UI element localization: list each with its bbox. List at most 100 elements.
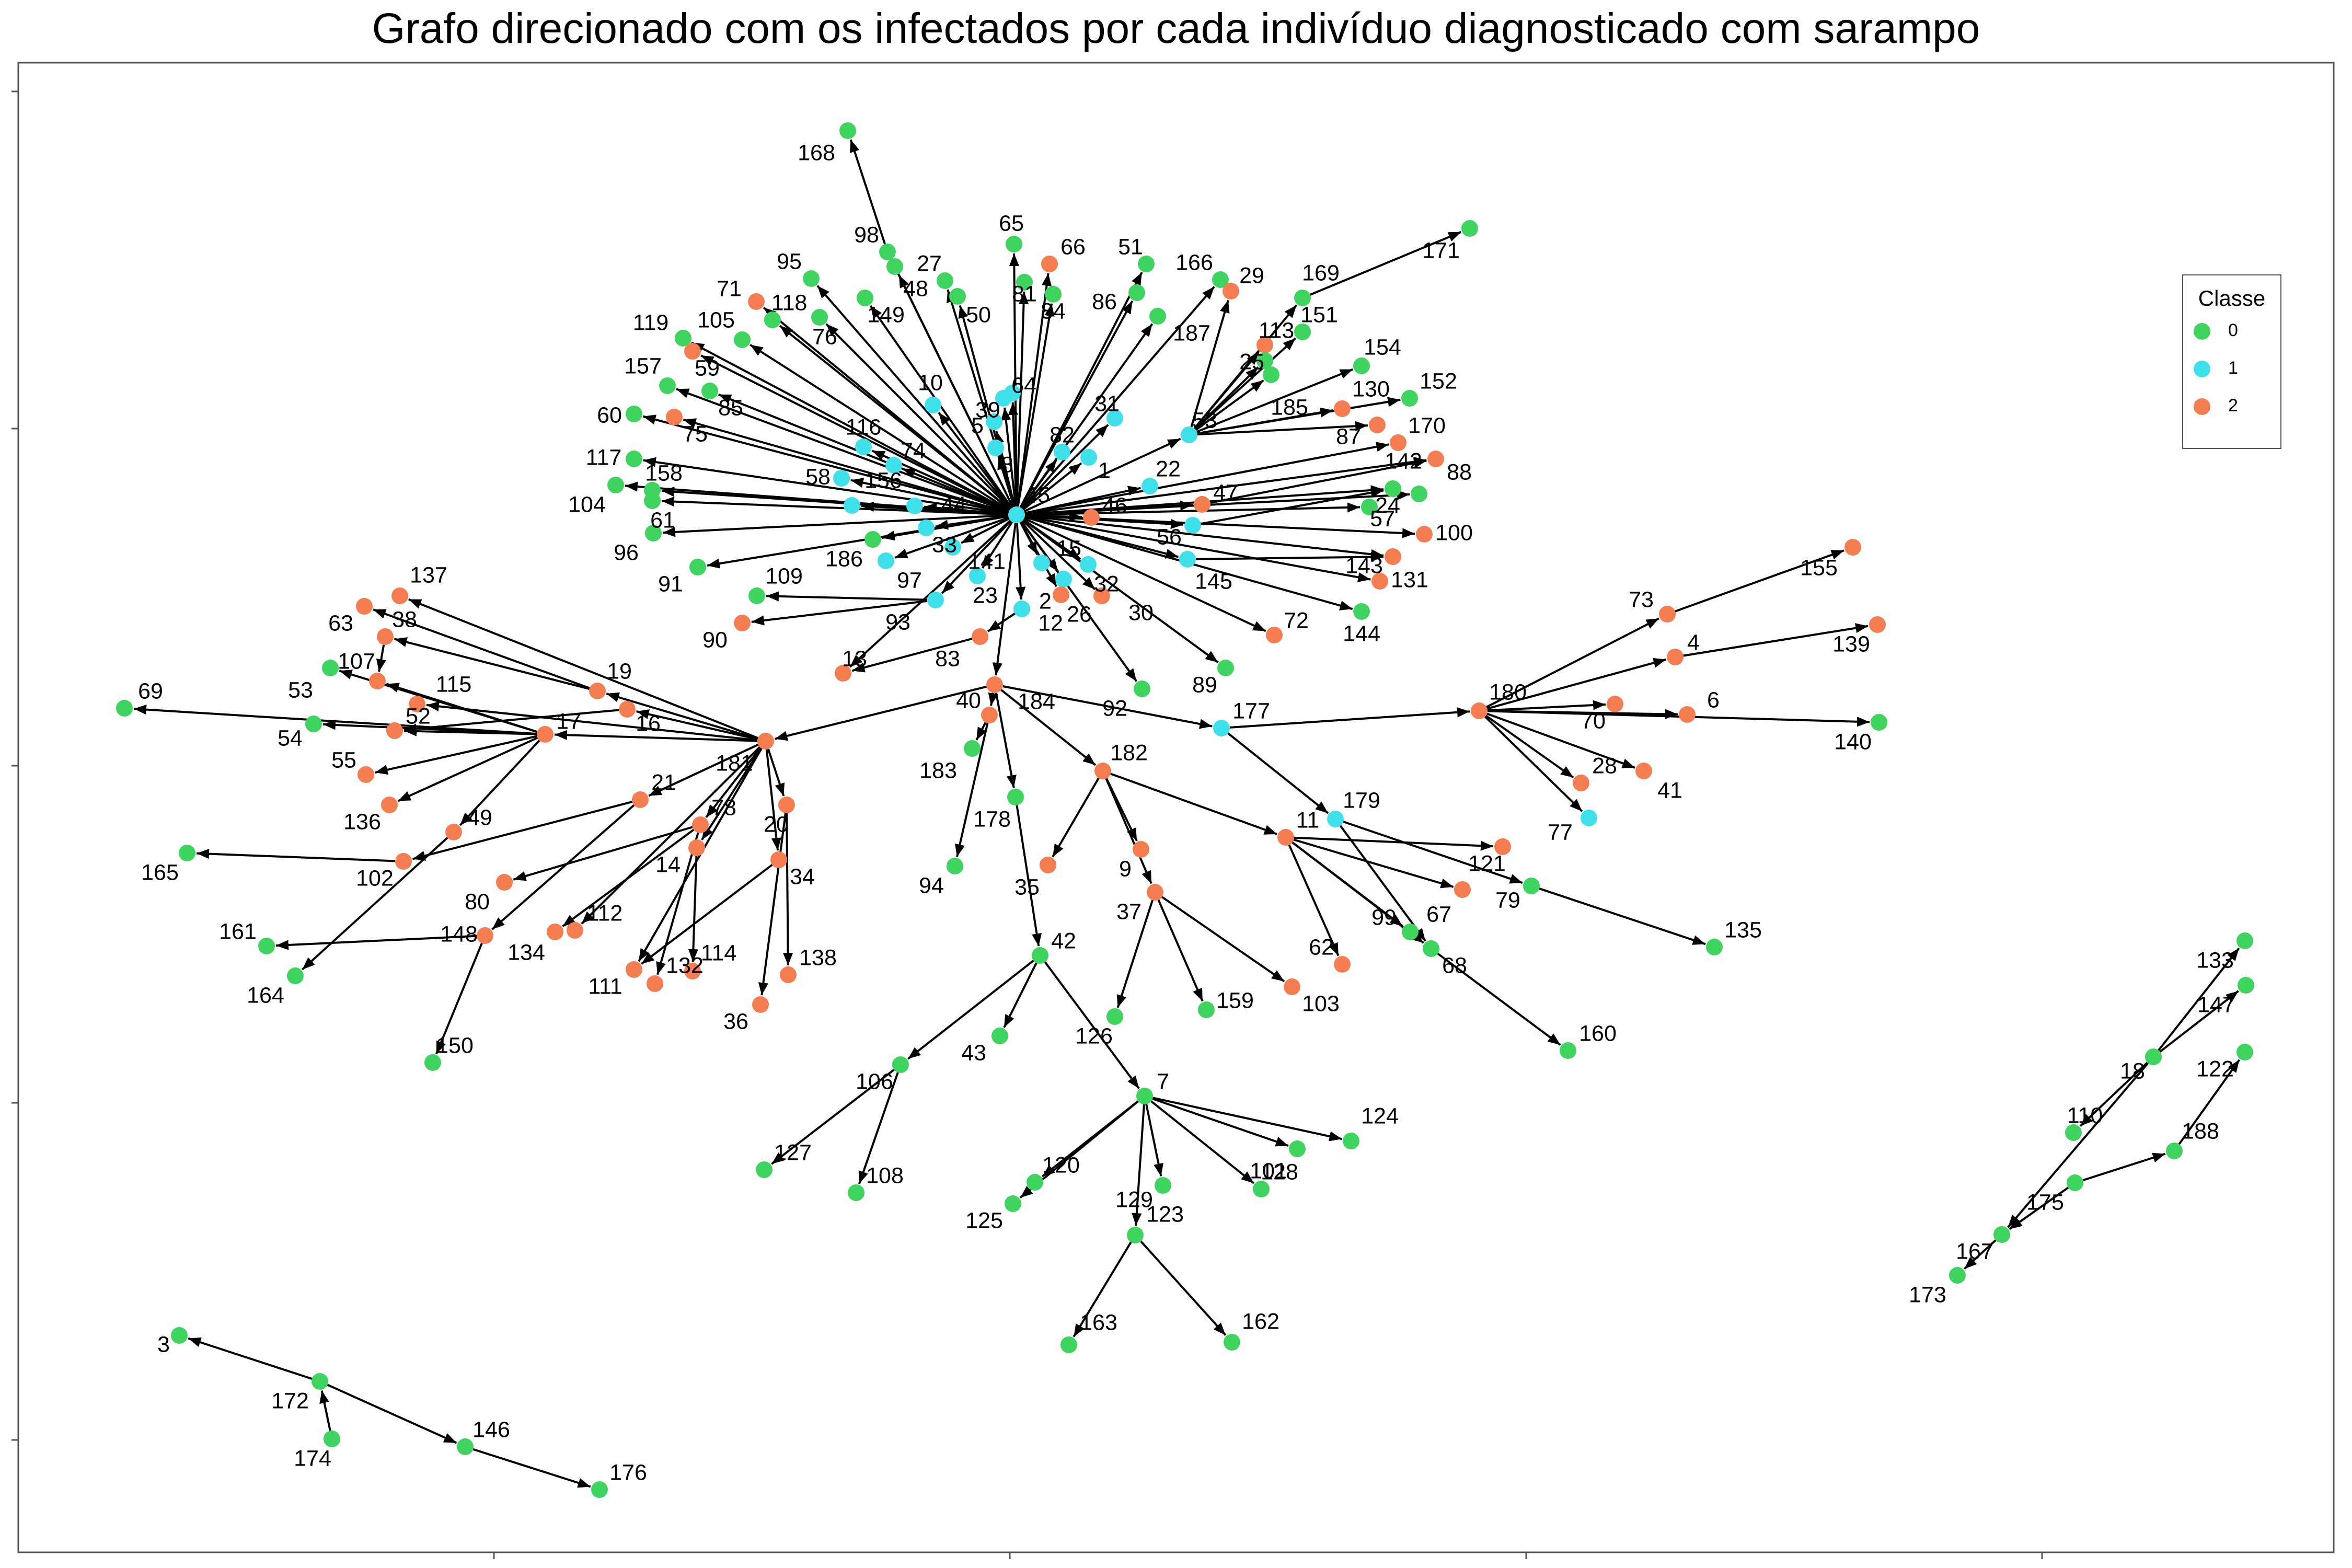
node-143: [1385, 548, 1401, 565]
node-label-84: 84: [1041, 298, 1066, 324]
edge-106-108: [858, 1072, 899, 1184]
node-label-23: 23: [973, 583, 998, 608]
edge-42-43: [1003, 962, 1037, 1028]
node-label-172: 172: [271, 1388, 309, 1413]
node-168: [839, 122, 856, 139]
node-label-37: 37: [1116, 899, 1142, 924]
node-label-156: 156: [864, 468, 902, 493]
node-121: [1494, 838, 1511, 855]
edge-181-34: [765, 749, 781, 851]
edge-11-62: [1288, 844, 1340, 956]
node-50: [949, 288, 966, 305]
node-85: [701, 383, 718, 399]
edge-19-38: [394, 637, 590, 690]
node-154: [1353, 358, 1370, 374]
node-37: [1147, 884, 1163, 901]
node-label-68: 68: [1442, 953, 1467, 978]
node-label-9: 9: [1119, 856, 1132, 881]
node-62: [1334, 956, 1351, 973]
edge-45-88: [1024, 457, 1427, 515]
node-117: [626, 451, 642, 467]
node-label-162: 162: [1242, 1309, 1279, 1334]
node-label-152: 152: [1420, 368, 1457, 394]
node-70: [1607, 696, 1623, 712]
node-label-32: 32: [1094, 571, 1119, 596]
node-180: [1471, 702, 1488, 719]
node-13: [835, 665, 851, 682]
node-98: [879, 244, 896, 260]
node-label-29: 29: [1239, 263, 1264, 288]
node-label-139: 139: [1832, 631, 1870, 656]
node-88: [1427, 451, 1444, 467]
edge-37-126: [1116, 900, 1154, 1008]
node-82: [1054, 444, 1070, 460]
node-56: [1184, 517, 1201, 534]
node-172: [312, 1373, 328, 1390]
node-label-177: 177: [1232, 698, 1270, 723]
edge-11-68: [1292, 841, 1424, 944]
edge-181-17: [554, 730, 758, 742]
node-label-122: 122: [2196, 1056, 2234, 1081]
node-label-158: 158: [645, 460, 683, 486]
node-label-42: 42: [1051, 928, 1076, 953]
edge-53-154: [1196, 368, 1354, 433]
node-31: [1106, 410, 1123, 426]
edge-7-128: [1150, 1100, 1255, 1184]
edge-45-75: [683, 418, 1009, 514]
node-162: [1224, 1334, 1240, 1351]
node-41: [1635, 763, 1652, 779]
edge-45-89: [1022, 518, 1219, 663]
node-label-96: 96: [614, 540, 639, 565]
node-169: [1294, 290, 1311, 306]
edge-37-103: [1161, 896, 1285, 983]
node-38: [377, 628, 394, 645]
node-8: [987, 440, 1004, 456]
edge-175-167: [2009, 1186, 2069, 1230]
node-170: [1390, 434, 1406, 451]
nodes-layer: [116, 122, 2254, 1498]
node-label-78: 78: [711, 795, 736, 820]
node-label-116: 116: [846, 414, 882, 440]
node-108: [848, 1184, 864, 1201]
edge-45-10: [938, 412, 1012, 509]
node-91: [689, 559, 706, 575]
edge-98-168: [849, 139, 886, 245]
node-5: [986, 413, 1002, 430]
node-label-46: 46: [1102, 493, 1127, 518]
edge-78-132: [656, 832, 699, 975]
node-47: [1194, 496, 1210, 513]
node-label-67: 67: [1426, 902, 1451, 927]
node-9: [1133, 841, 1149, 858]
node-label-140: 140: [1834, 729, 1872, 754]
edge-53-87: [1197, 421, 1368, 436]
node-129: [1155, 1177, 1171, 1194]
node-label-21: 21: [651, 770, 676, 795]
node-174: [324, 1431, 340, 1447]
node-label-180: 180: [1489, 679, 1527, 705]
node-29: [1223, 283, 1239, 299]
edges-layer: [133, 139, 2241, 1488]
node-label-125: 125: [965, 1208, 1003, 1233]
node-label-72: 72: [1284, 608, 1309, 633]
node-label-59: 59: [695, 355, 720, 381]
edge-7-101: [1152, 1098, 1289, 1147]
node-11: [1277, 829, 1294, 846]
node-183: [964, 740, 981, 757]
node-label-151: 151: [1300, 302, 1338, 327]
edge-78-134: [562, 828, 695, 927]
node-152: [1401, 390, 1418, 407]
node-label-166: 166: [1175, 250, 1213, 275]
node-label-50: 50: [966, 302, 991, 327]
node-label-183: 183: [919, 758, 957, 783]
edge-53-151: [1194, 337, 1297, 430]
node-label-48: 48: [903, 276, 928, 301]
edge-45-72: [1023, 517, 1266, 632]
node-label-62: 62: [1309, 935, 1334, 960]
node-label-47: 47: [1213, 480, 1238, 505]
node-label-170: 170: [1408, 413, 1446, 438]
node-78: [692, 816, 709, 833]
edge-14-114: [688, 856, 699, 962]
node-83: [972, 628, 988, 645]
node-label-45: 45: [1025, 482, 1050, 508]
node-187: [1149, 308, 1166, 325]
